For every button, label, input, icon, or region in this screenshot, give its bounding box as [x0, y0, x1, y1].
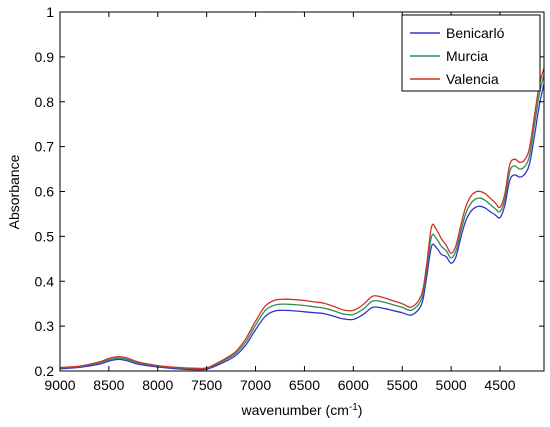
x-tick-label: 8500: [93, 377, 124, 393]
y-tick-label: 0.2: [35, 363, 55, 379]
x-tick-label: 8000: [142, 377, 173, 393]
x-tick-label: 5500: [387, 377, 418, 393]
series-layer: [59, 67, 545, 371]
y-tick-label: 0.5: [35, 228, 55, 244]
ticks-layer: 9000 8500 8000 7500 7000 6500 6000 5500 5000 4500…: [35, 4, 544, 393]
x-tick-label: 4500: [484, 377, 515, 393]
x-axis-title: wavenumber (cm-1): [241, 402, 363, 418]
legend-label-murcia: Murcia: [446, 48, 488, 64]
x-tick-label: 7000: [240, 377, 271, 393]
x-tick-label: 9000: [44, 377, 75, 393]
y-tick-label: 0.3: [35, 318, 55, 334]
x-axis-title-sup: -1: [349, 402, 358, 413]
plot-frame: [59, 11, 545, 372]
x-tick-label: 6500: [289, 377, 320, 393]
series-line-benicarlo: [59, 83, 545, 371]
x-tick-label: 7500: [191, 377, 222, 393]
y-tick-label: 0.9: [35, 49, 55, 65]
series-line-valencia: [59, 67, 545, 370]
y-tick-label: 0.4: [35, 273, 55, 289]
legend-label-benicarlo: Benicarló: [446, 25, 505, 41]
legend: Benicarló Murcia Valencia: [401, 14, 541, 92]
y-tick-label: 0.6: [35, 184, 55, 200]
y-tick-label: 0.7: [35, 139, 55, 155]
y-axis-title: Absorbance: [6, 154, 22, 229]
y-tick-label: 0.8: [35, 94, 55, 110]
x-tick-label: 5000: [436, 377, 467, 393]
legend-label-valencia: Valencia: [446, 71, 499, 87]
x-tick-label: 6000: [338, 377, 369, 393]
y-tick-label: 1: [46, 4, 54, 20]
x-axis-title-close: ): [358, 402, 363, 418]
